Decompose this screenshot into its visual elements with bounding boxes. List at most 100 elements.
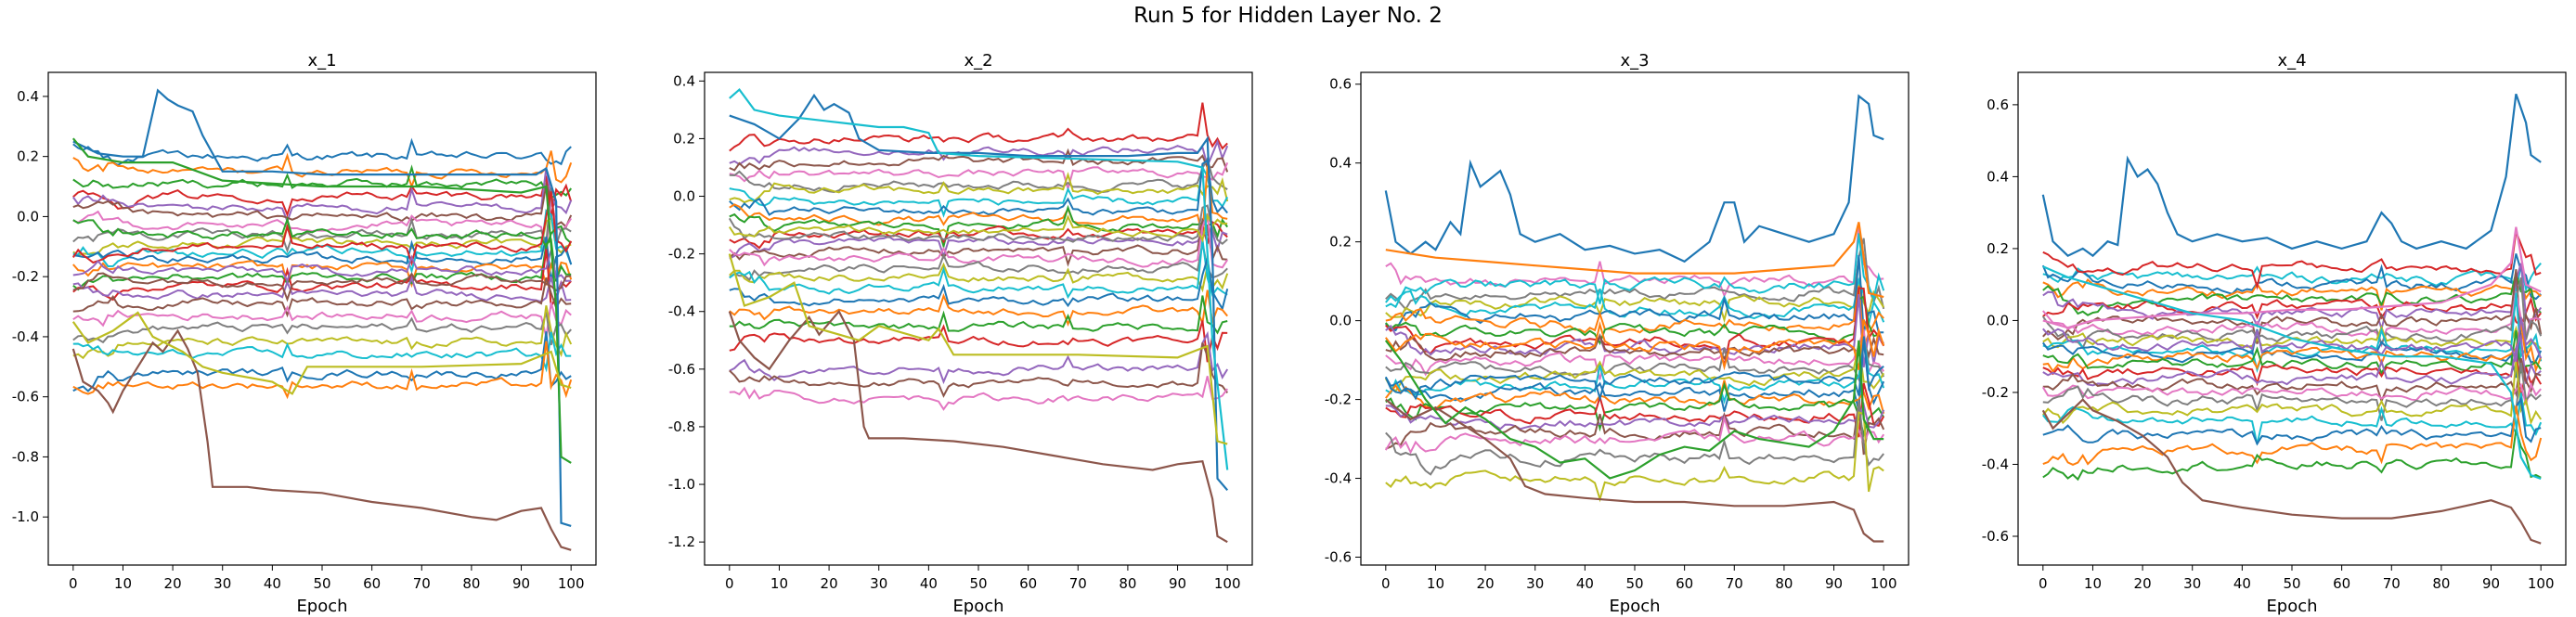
series-line (729, 320, 1228, 363)
y-tick-label: -0.2 (668, 246, 695, 263)
x-tick-label: 10 (1427, 575, 1444, 592)
series-line (729, 330, 1229, 385)
series-line (1385, 225, 1884, 299)
series-line (729, 238, 1228, 300)
series-line (729, 102, 1228, 152)
series-line (1385, 233, 1885, 309)
series-line (2042, 226, 2542, 329)
y-tick-label: 0.6 (1329, 76, 1352, 93)
x-tick-label: 80 (462, 575, 480, 592)
series-line (1384, 340, 1884, 402)
y-tick-label: -0.4 (668, 303, 695, 320)
series-line (729, 342, 1229, 398)
x-tick-label: 0 (2039, 575, 2048, 592)
axes-frame (1360, 71, 1909, 566)
series-line (71, 137, 572, 464)
series-line (72, 150, 573, 189)
y-tick-label: -0.2 (12, 268, 39, 285)
chart-title: x_3 (1620, 51, 1649, 71)
series-line (1385, 294, 1884, 367)
series-line (2042, 227, 2542, 290)
y-tick-label: 0.0 (1329, 313, 1352, 329)
plot-area (71, 88, 573, 551)
series-line (72, 88, 572, 527)
series-line (2042, 277, 2542, 311)
series-line (2042, 357, 2542, 404)
x-tick-label: 40 (1576, 575, 1594, 592)
chart-panel-3: 0 10 20 30 40 50 60 70 80 90 100 -0.6 -0.4 -0.2 0.0 0.2… (1325, 51, 1909, 616)
x-tick-label: 70 (1069, 575, 1087, 592)
series-line (729, 204, 1229, 251)
series-line (729, 148, 1229, 173)
series-line (1385, 381, 1885, 438)
series-line (2041, 398, 2542, 545)
series-line (2041, 276, 2543, 350)
x-tick-label: 70 (2383, 575, 2401, 592)
chart-title: x_1 (307, 51, 336, 71)
x-tick-label: 100 (1871, 575, 1897, 592)
x-tick-label: 90 (2482, 575, 2500, 592)
x-tick-label: 100 (2528, 575, 2555, 592)
y-tick-label: -0.2 (1325, 392, 1352, 408)
series-line (1385, 332, 1884, 362)
series-line (72, 236, 573, 282)
x-tick-label: 10 (114, 575, 132, 592)
series-line (72, 216, 572, 251)
y-tick-label: -1.0 (12, 508, 39, 525)
chart-title: x_2 (964, 51, 992, 71)
x-tick-label: 60 (1676, 575, 1693, 592)
y-tick-label: -0.4 (1982, 456, 2009, 472)
y-tick-label: 0.4 (1987, 168, 2009, 185)
series-line (729, 376, 1229, 411)
y-tick-label: -0.6 (1982, 528, 2009, 545)
y-tick-label: 0.6 (1987, 96, 2009, 113)
chart-title: x_4 (2277, 51, 2306, 71)
series-line (72, 331, 572, 373)
figure-title: Run 5 for Hidden Layer No. 2 (1133, 4, 1443, 28)
series-line (729, 87, 1229, 470)
x-axis-label: Epoch (296, 597, 347, 616)
series-line (1385, 382, 1885, 438)
series-line (72, 331, 572, 392)
series-line (2042, 392, 2543, 445)
series-line (1385, 222, 1884, 299)
series-line (728, 309, 1228, 544)
series-line (72, 260, 573, 289)
series-line (72, 181, 573, 229)
series-line (728, 204, 1228, 245)
series-line (72, 275, 572, 303)
series-line (71, 328, 572, 551)
series-line (72, 164, 573, 199)
x-tick-label: 10 (2084, 575, 2102, 592)
chart-panel-2: 0 10 20 30 40 50 60 70 80 90 100 -1.2 -1.0 -0.8 -0.6 -0… (668, 51, 1253, 616)
x-tick-label: 0 (1381, 575, 1391, 592)
y-tick-label: 0.4 (673, 72, 695, 89)
series-line (2041, 93, 2542, 258)
x-tick-label: 20 (1477, 575, 1495, 592)
series-line (72, 137, 572, 167)
series-line (729, 258, 1229, 312)
series-line (2042, 330, 2543, 375)
series-line (1385, 402, 1885, 431)
series-line (72, 302, 572, 338)
series-line (2042, 295, 2542, 328)
x-tick-label: 20 (164, 575, 182, 592)
y-tick-label: -0.4 (1325, 470, 1352, 487)
series-line (2041, 317, 2543, 379)
x-tick-label: 60 (1019, 575, 1037, 592)
series-line (1384, 340, 1884, 480)
series-line (2042, 263, 2542, 295)
x-axis-label: Epoch (1609, 597, 1660, 616)
x-tick-label: 30 (2183, 575, 2201, 592)
y-tick-label: 0.0 (17, 208, 39, 225)
series-line (2042, 348, 2543, 401)
x-axis-label: Epoch (952, 597, 1003, 616)
y-tick-label: -1.2 (668, 533, 695, 550)
y-tick-label: -0.6 (668, 361, 695, 378)
series-line (2042, 396, 2542, 446)
series-line (729, 162, 1229, 193)
series-line (72, 216, 572, 257)
series-line (2042, 360, 2543, 426)
y-tick-label: 0.2 (1987, 240, 2009, 257)
series-line (72, 341, 573, 400)
